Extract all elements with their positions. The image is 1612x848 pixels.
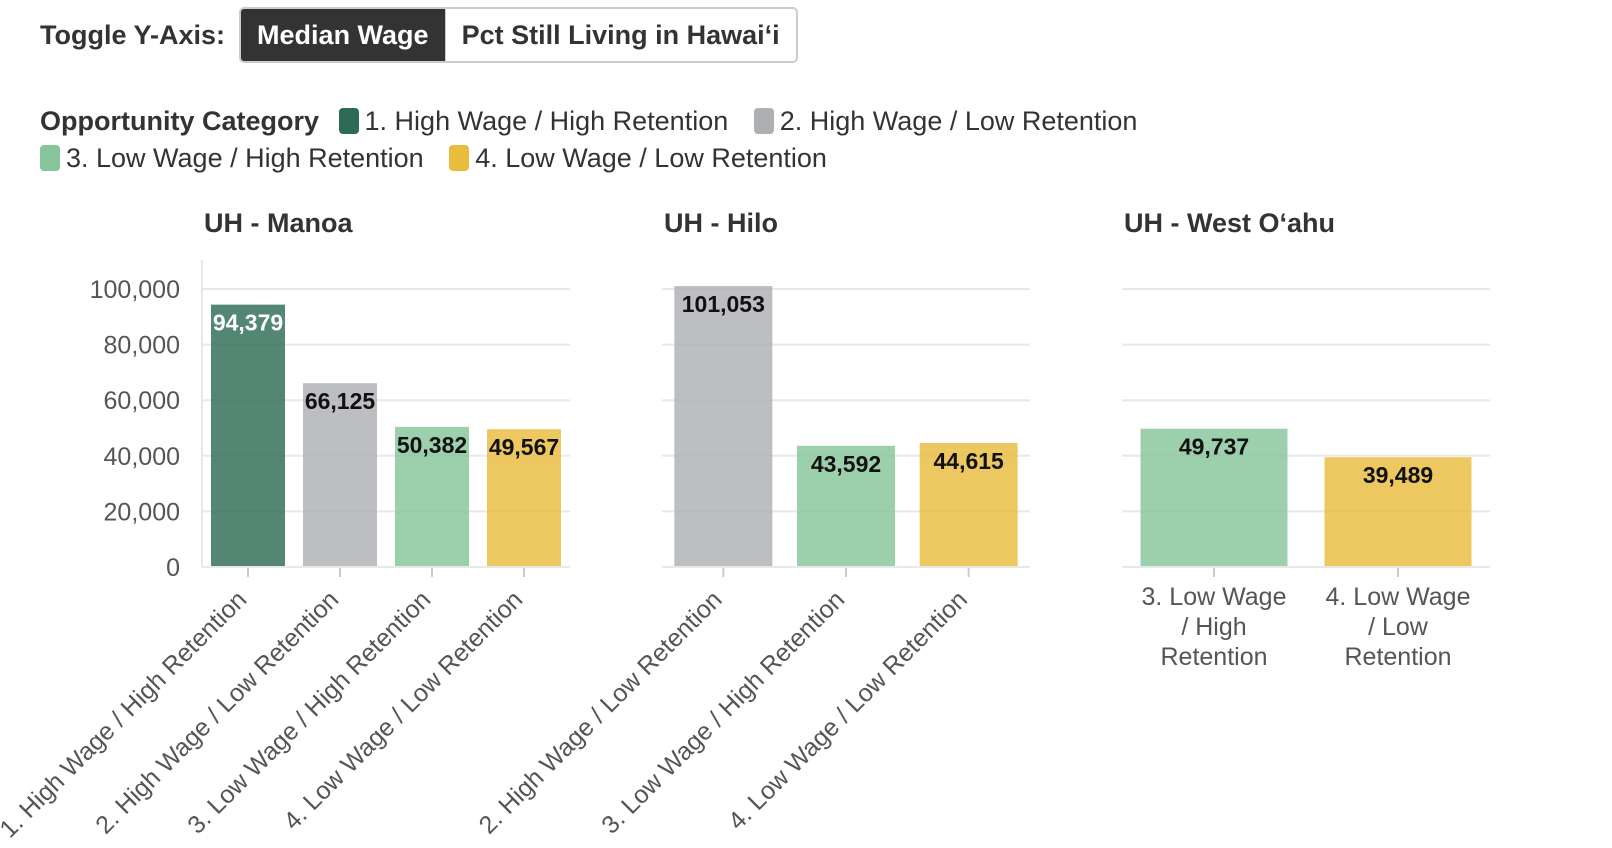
panel-title: UH - Manoa xyxy=(204,208,353,238)
y-tick-label: 0 xyxy=(166,554,180,582)
bar-4-low-wage-low-retention xyxy=(487,429,561,567)
y-tick-label: 60,000 xyxy=(104,387,180,415)
panel-title: UH - Hilo xyxy=(664,208,778,238)
x-category-label: 4. Low Wage / Low Retention xyxy=(1326,583,1471,671)
legend-item-label: 3. Low Wage / High Retention xyxy=(66,143,424,173)
x-category-label: 2. High Wage / Low Retention xyxy=(474,585,728,839)
toggle-label: Toggle Y-Axis: xyxy=(40,19,226,50)
legend-swatch xyxy=(753,108,774,134)
data-label: 94,379 xyxy=(213,310,283,336)
data-label: 50,382 xyxy=(397,432,467,458)
data-label: 49,567 xyxy=(489,434,559,460)
y-tick-label: 80,000 xyxy=(104,332,180,360)
data-label: 39,489 xyxy=(1363,462,1433,488)
legend-item-high-wage-high-retention[interactable]: 1. High Wage / High Retention xyxy=(338,103,729,140)
legend-swatch xyxy=(338,108,359,134)
data-label: 66,125 xyxy=(305,388,376,414)
legend-item-label: 1. High Wage / High Retention xyxy=(364,106,729,136)
legend-title: Opportunity Category xyxy=(40,106,320,136)
legend-item-high-wage-low-retention[interactable]: 2. High Wage / Low Retention xyxy=(753,103,1138,140)
legend-swatch xyxy=(40,145,60,171)
y-axis-toggle: Toggle Y-Axis: Median Wage Pct Still Liv… xyxy=(40,7,798,63)
legend-item-low-wage-low-retention[interactable]: 4. Low Wage / Low Retention xyxy=(449,140,827,177)
legend-item-label: 2. High Wage / Low Retention xyxy=(779,106,1138,136)
legend-item-label: 4. Low Wage / Low Retention xyxy=(475,143,827,173)
data-label: 44,615 xyxy=(933,448,1004,474)
panel-title: UH - West O‘ahu xyxy=(1124,208,1335,238)
y-tick-label: 100,000 xyxy=(90,276,180,304)
bar-2-high-wage-low-retention xyxy=(674,286,773,567)
x-category-label: 3. Low Wage / High Retention xyxy=(596,585,850,839)
data-label: 43,592 xyxy=(811,451,881,477)
x-category-label: 4. Low Wage / Low Retention xyxy=(723,585,973,835)
data-label: 101,053 xyxy=(682,291,765,317)
bar-3-low-wage-high-retention xyxy=(797,445,895,567)
x-category-label: 3. Low Wage / High Retention xyxy=(1142,583,1287,671)
legend: Opportunity Category 1. High Wage / High… xyxy=(40,103,1280,177)
data-label: 49,737 xyxy=(1179,434,1249,460)
bar-1-high-wage-high-retention xyxy=(211,304,285,567)
chart-panel-uh-west-o-ahu: UH - West O‘ahu 49,737 3. Low Wage / High Re… xyxy=(1122,208,1490,671)
bar-2-high-wage-low-retention xyxy=(303,383,377,567)
y-tick-label: 20,000 xyxy=(104,498,180,526)
median-wage-button[interactable]: Median Wage xyxy=(241,9,445,61)
pct-living-in-hawaii-button[interactable]: Pct Still Living in Hawai‘i xyxy=(444,9,796,61)
toggle-button-group: Median Wage Pct Still Living in Hawai‘i xyxy=(239,7,798,63)
bar-3-low-wage-high-retention xyxy=(395,426,469,567)
bar-4-low-wage-low-retention xyxy=(1324,457,1472,567)
chart-panel-uh-manoa: UH - Manoa 100,000 80,000 60,000 40,000 20,00… xyxy=(0,208,570,843)
y-tick-label: 40,000 xyxy=(104,443,180,471)
legend-item-low-wage-high-retention[interactable]: 3. Low Wage / High Retention xyxy=(40,140,424,177)
bar-3-low-wage-high-retention xyxy=(1140,428,1288,567)
bar-4-low-wage-low-retention xyxy=(919,442,1018,567)
legend-swatch xyxy=(449,145,470,171)
